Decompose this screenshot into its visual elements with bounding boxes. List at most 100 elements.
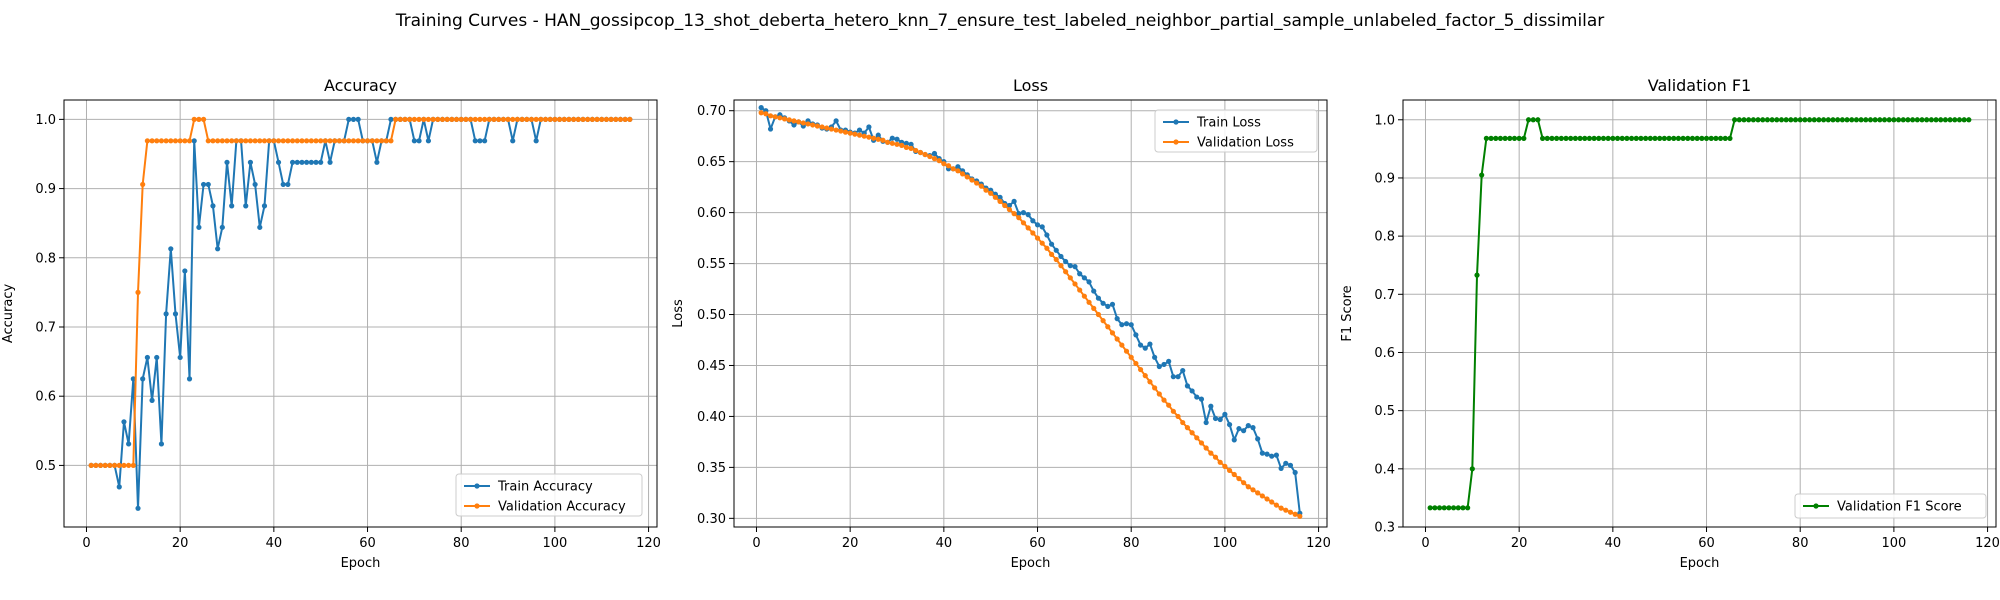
series-markers-2 xyxy=(88,116,633,469)
x-tick-label: 80 xyxy=(1792,536,1809,551)
data-point xyxy=(1450,505,1457,511)
data-point xyxy=(383,138,389,144)
data-point xyxy=(1100,300,1106,306)
data-point xyxy=(1156,391,1162,397)
data-point xyxy=(1100,318,1106,324)
data-point xyxy=(556,116,563,122)
data-point xyxy=(1525,117,1532,123)
data-point xyxy=(1900,117,1906,123)
data-point xyxy=(1933,117,1939,123)
y-tick-label: 0.50 xyxy=(697,308,726,323)
data-point xyxy=(280,138,286,144)
data-point xyxy=(1788,117,1794,123)
data-point xyxy=(922,151,928,158)
x-tick-label: 0 xyxy=(82,536,90,551)
data-point xyxy=(505,116,511,122)
data-point xyxy=(1025,212,1031,218)
data-point xyxy=(304,138,310,144)
data-point xyxy=(580,116,586,122)
data-point xyxy=(1877,117,1883,123)
data-point xyxy=(224,138,230,144)
data-point xyxy=(1147,341,1153,347)
data-point xyxy=(561,116,567,122)
data-point xyxy=(1217,459,1223,465)
data-point xyxy=(1250,425,1256,431)
data-point xyxy=(1105,324,1111,330)
data-point xyxy=(566,116,572,122)
y-tick-label: 0.7 xyxy=(1374,288,1395,303)
data-point xyxy=(1259,450,1265,456)
data-point xyxy=(1142,345,1148,351)
data-point xyxy=(1058,253,1064,260)
data-point xyxy=(266,138,272,144)
data-point xyxy=(430,116,436,122)
data-point xyxy=(1460,505,1466,511)
data-point xyxy=(992,194,998,200)
data-point xyxy=(205,181,211,188)
data-point xyxy=(341,138,347,144)
data-point xyxy=(856,132,863,138)
data-point xyxy=(1184,425,1191,431)
data-point xyxy=(453,116,460,122)
data-point xyxy=(1558,135,1564,141)
data-point xyxy=(1867,117,1874,123)
data-point xyxy=(1938,117,1944,123)
data-point xyxy=(852,131,858,137)
data-point xyxy=(1081,275,1087,281)
y-axis-label: F1 Score xyxy=(1340,285,1355,341)
data-point xyxy=(1455,505,1461,511)
data-point xyxy=(107,462,113,469)
data-point xyxy=(322,138,328,144)
data-point xyxy=(1657,135,1663,141)
data-point xyxy=(1535,117,1541,123)
data-point xyxy=(289,138,296,144)
data-point xyxy=(140,376,146,382)
data-point xyxy=(1774,117,1780,123)
data-point xyxy=(885,139,891,145)
data-point xyxy=(425,138,432,144)
data-point xyxy=(482,116,488,122)
data-point xyxy=(870,135,877,141)
y-axis-label: Accuracy xyxy=(1,284,16,344)
data-point xyxy=(407,116,413,122)
chart-title: Loss xyxy=(1013,76,1048,95)
axes-frame xyxy=(63,99,658,528)
data-point xyxy=(1436,505,1443,511)
data-point xyxy=(285,138,291,144)
data-point xyxy=(116,462,122,469)
data-point xyxy=(186,376,193,382)
data-point xyxy=(350,116,357,122)
data-point xyxy=(1628,135,1635,141)
data-point xyxy=(767,126,774,132)
data-point xyxy=(1123,348,1130,354)
data-point xyxy=(355,138,361,144)
data-point xyxy=(758,105,764,111)
data-point xyxy=(378,138,385,144)
data-point xyxy=(1563,135,1569,141)
x-tick-label: 100 xyxy=(1212,536,1237,551)
data-point xyxy=(393,116,399,122)
data-point xyxy=(927,153,933,160)
data-point xyxy=(1114,336,1120,342)
data-point xyxy=(1539,135,1546,141)
data-point xyxy=(1600,135,1607,141)
data-point xyxy=(247,138,254,144)
data-point xyxy=(1170,408,1176,414)
data-point xyxy=(1034,235,1041,241)
y-tick-label: 0.65 xyxy=(697,155,726,170)
data-point xyxy=(186,138,193,144)
data-point xyxy=(1483,135,1489,141)
data-point xyxy=(1058,263,1064,269)
data-point xyxy=(875,132,881,138)
data-point xyxy=(121,419,127,425)
data-point xyxy=(1044,245,1050,251)
y-tick-label: 0.3 xyxy=(1374,521,1395,536)
legend-box xyxy=(455,473,643,517)
data-point xyxy=(1652,135,1658,141)
data-point xyxy=(425,116,432,122)
data-point xyxy=(257,138,263,144)
data-point xyxy=(111,462,118,469)
data-point xyxy=(1119,342,1125,348)
data-point xyxy=(1783,117,1789,123)
data-point xyxy=(1067,275,1073,281)
